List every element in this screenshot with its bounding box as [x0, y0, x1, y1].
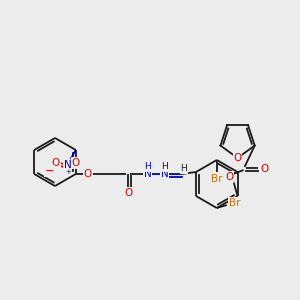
Text: O: O [260, 164, 269, 174]
Text: H: H [144, 163, 151, 172]
Text: O: O [52, 158, 60, 168]
Text: +: + [65, 169, 71, 175]
Text: Br: Br [229, 198, 241, 208]
Text: N: N [64, 160, 72, 170]
Text: O: O [125, 188, 133, 198]
Text: H: H [161, 163, 168, 172]
Text: N: N [161, 169, 169, 179]
Text: O: O [84, 169, 92, 179]
Text: O: O [72, 158, 80, 168]
Text: O: O [225, 172, 234, 182]
Text: N: N [144, 169, 152, 179]
Text: O: O [233, 153, 242, 163]
Text: −: − [45, 166, 55, 176]
Text: Br: Br [211, 174, 223, 184]
Text: H: H [180, 164, 187, 173]
